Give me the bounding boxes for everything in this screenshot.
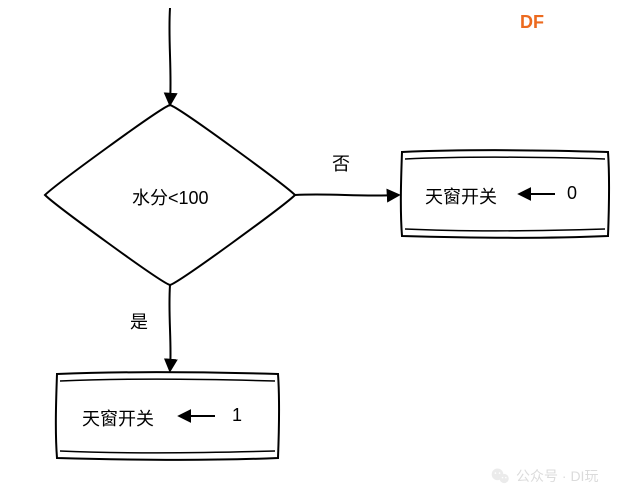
watermark-text: 公众号 · DI玩 [516, 466, 598, 486]
entry-arrow [169, 8, 170, 104]
process-no-box-inner-bottom [405, 229, 605, 231]
flowchart-canvas: DF 水分<100 否 是 天窗开关 0 天窗开关 1 [0, 0, 634, 500]
process-yes-text: 天窗开关 [82, 405, 154, 431]
edge-yes-label: 是 [130, 308, 148, 334]
process-yes-box-inner-bottom [60, 451, 275, 453]
edge-no-label: 否 [332, 150, 350, 176]
process-yes-value: 1 [232, 405, 242, 426]
decision-label: 水分<100 [132, 184, 209, 210]
edge-no-arrow [295, 194, 398, 195]
watermark: 公众号 · DI玩 [490, 466, 598, 486]
process-no-value: 0 [567, 183, 577, 204]
wechat-icon [490, 466, 510, 486]
edge-yes-arrow [169, 285, 170, 370]
process-no-text: 天窗开关 [425, 183, 497, 209]
brand-label: DF [520, 12, 544, 33]
process-no-box-inner-top [405, 157, 605, 159]
process-yes-box-inner-top [60, 379, 275, 381]
